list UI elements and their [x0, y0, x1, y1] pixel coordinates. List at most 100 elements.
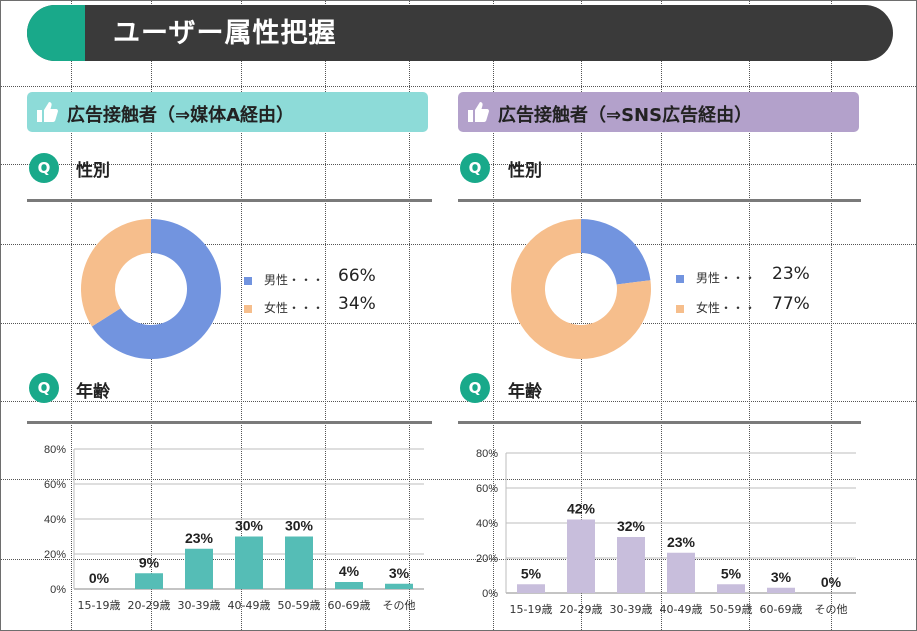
section-rule — [27, 421, 432, 424]
legend-label: 女性・・・ — [264, 301, 325, 315]
grid-line — [493, 1, 494, 630]
legend-label: 女性・・・ — [696, 301, 757, 315]
bar-50-59歳 — [717, 584, 745, 593]
q-icon: Q — [460, 153, 490, 183]
panel-1-header: 広告接触者（⇒媒体A経由） — [27, 92, 428, 132]
grid-line — [1, 86, 916, 87]
bar-その他 — [385, 583, 413, 589]
y-tick-label: 80% — [476, 448, 498, 460]
grid-line — [1, 244, 916, 245]
bar-15-19歳 — [517, 584, 545, 593]
bar-data-label: 5% — [721, 565, 742, 581]
bar-40-49歳 — [667, 552, 695, 593]
grid-line — [1, 323, 916, 324]
bar-data-label: 0% — [89, 570, 110, 586]
female-swatch — [676, 304, 684, 313]
bar-data-label: 4% — [339, 563, 360, 579]
bar-data-label: 30% — [285, 518, 314, 534]
legend-female: 女性・・・ 77% — [676, 294, 810, 316]
grid-line — [151, 1, 152, 630]
legend-male: 男性・・・ 23% — [676, 264, 810, 286]
age-bar-chart-1: 0% 20% 40% 60% 80% 0% 15-19歳 9% 20-29歳 23% 30-39歳 3… — [44, 444, 424, 612]
header-bar — [27, 5, 893, 61]
grid-line — [749, 1, 750, 630]
x-tick-label: 15-19歳 — [78, 599, 121, 612]
y-tick-label: 20% — [44, 549, 66, 561]
bar-20-29歳 — [567, 519, 595, 593]
panel-2-header: 広告接触者（⇒SNS広告経由） — [458, 92, 859, 132]
q-icon: Q — [29, 153, 59, 183]
y-tick-label: 60% — [476, 483, 498, 495]
grid-line — [1, 559, 916, 560]
grid-line — [1, 479, 916, 480]
x-tick-label: その他 — [815, 603, 848, 616]
legend-value: 23% — [772, 264, 810, 284]
grid-line — [71, 1, 72, 630]
section-rule — [458, 199, 861, 202]
bar-data-label: 3% — [771, 569, 792, 585]
donut-slice-男性 — [581, 219, 651, 285]
legend-label: 男性・・・ — [264, 273, 325, 287]
x-tick-label: その他 — [383, 599, 416, 612]
male-swatch — [244, 276, 252, 285]
bar-data-label: 9% — [139, 554, 160, 570]
donut-slice-女性 — [81, 219, 151, 327]
gender-heading: 性別 — [508, 161, 542, 181]
grid-line — [241, 1, 242, 630]
x-tick-label: 50-59歳 — [710, 603, 753, 616]
legend-label: 男性・・・ — [696, 271, 757, 285]
legend-value: 66% — [338, 266, 376, 286]
x-tick-label: 15-19歳 — [510, 603, 553, 616]
legend-male: 男性・・・ 66% — [244, 266, 376, 288]
y-tick-label: 80% — [44, 444, 66, 456]
bar-data-label: 0% — [821, 574, 842, 590]
bar-data-label: 30% — [235, 518, 264, 534]
x-tick-label: 40-49歳 — [660, 603, 703, 616]
grid-line — [831, 1, 832, 630]
grid-line — [409, 1, 410, 630]
bar-60-69歳 — [335, 582, 363, 589]
page-title: ユーザー属性把握 — [113, 18, 337, 49]
y-tick-label: 20% — [476, 553, 498, 565]
bar-data-label: 23% — [185, 530, 214, 546]
x-tick-label: 50-59歳 — [278, 599, 321, 612]
bar-data-label: 23% — [667, 534, 696, 550]
y-tick-label: 40% — [476, 518, 498, 530]
gender-donut-chart-2 — [511, 219, 651, 359]
x-tick-label: 60-69歳 — [760, 603, 803, 616]
section-rule — [458, 421, 861, 424]
bar-30-39歳 — [185, 548, 213, 589]
panel-1-title: 広告接触者（⇒媒体A経由） — [67, 105, 295, 126]
q-icon: Q — [460, 373, 490, 403]
bar-data-label: 32% — [617, 518, 646, 534]
gender-heading: 性別 — [76, 161, 110, 181]
grid-line — [1, 401, 916, 402]
section-rule — [27, 199, 432, 202]
bar-40-49歳 — [235, 536, 263, 589]
donut-slice-男性 — [91, 219, 221, 359]
bar-data-label: 42% — [567, 501, 596, 517]
grid-line — [581, 1, 582, 630]
y-tick-label: 60% — [44, 479, 66, 491]
grid-line — [325, 1, 326, 630]
bar-60-69歳 — [767, 587, 795, 593]
bar-20-29歳 — [135, 573, 163, 589]
donut-slice-女性 — [511, 219, 651, 359]
legend-value: 77% — [772, 294, 810, 314]
y-tick-label: 0% — [482, 588, 498, 600]
grid-line — [1, 164, 916, 165]
bar-data-label: 5% — [521, 565, 542, 581]
thumbs-up-icon — [37, 102, 58, 122]
q-icon: Q — [29, 373, 59, 403]
x-tick-label: 40-49歳 — [228, 599, 271, 612]
x-tick-label: 60-69歳 — [328, 599, 371, 612]
age-heading: 年齢 — [76, 382, 110, 402]
gender-donut-chart-1 — [81, 219, 221, 359]
header-accent — [27, 5, 85, 61]
y-tick-label: 0% — [50, 584, 66, 596]
thumbs-up-icon — [468, 102, 489, 122]
panel-2-title: 広告接触者（⇒SNS広告経由） — [498, 105, 753, 126]
bar-30-39歳 — [617, 537, 645, 593]
x-tick-label: 30-39歳 — [178, 599, 221, 612]
